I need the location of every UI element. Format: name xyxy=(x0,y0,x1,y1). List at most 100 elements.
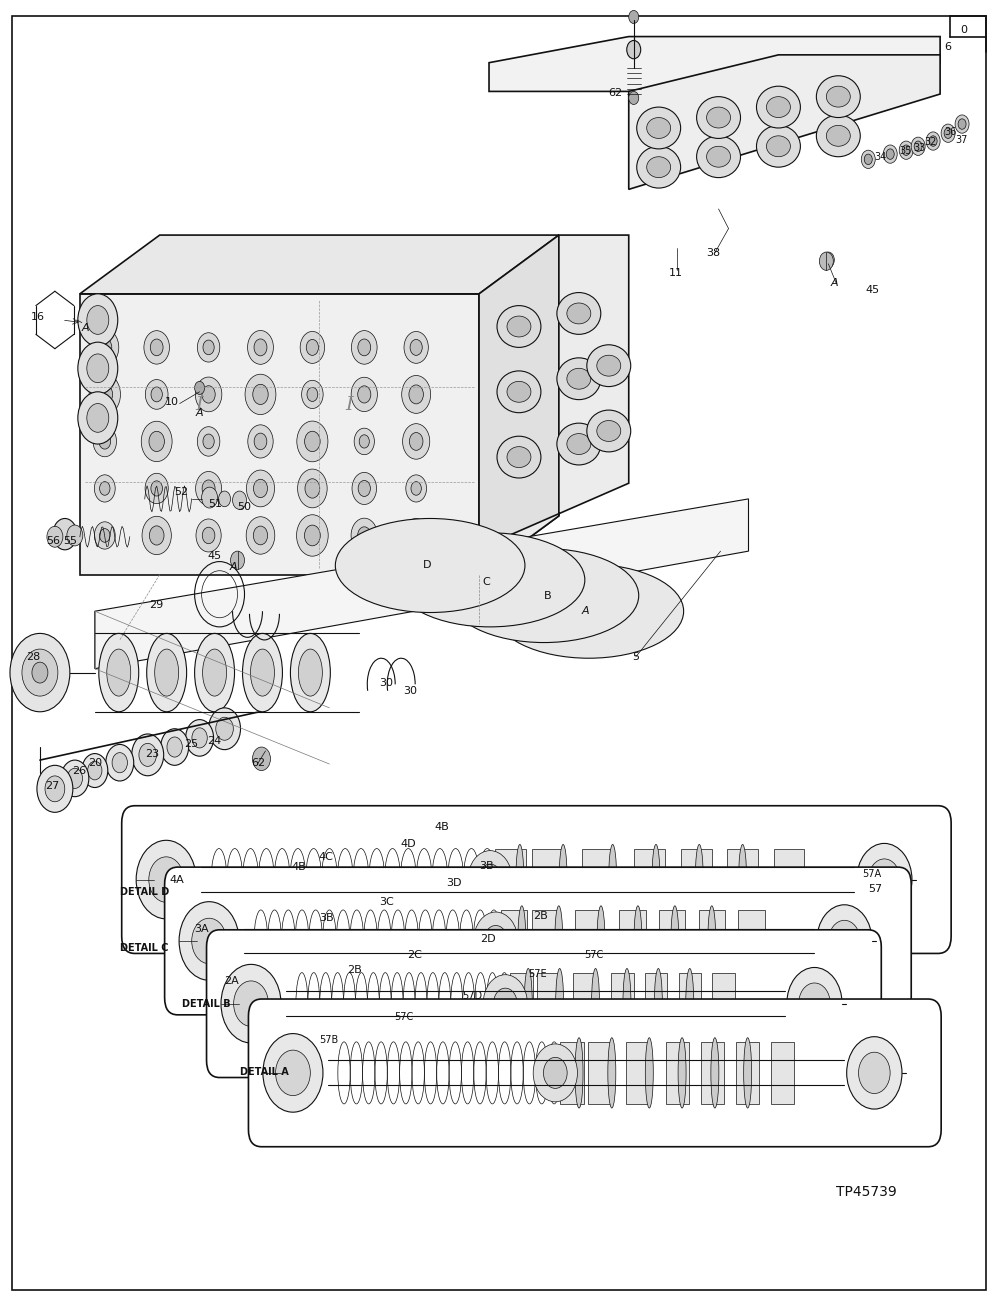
Circle shape xyxy=(100,529,110,542)
Circle shape xyxy=(798,983,830,1024)
Ellipse shape xyxy=(756,125,800,167)
Circle shape xyxy=(139,743,157,767)
Text: A: A xyxy=(830,278,838,289)
Circle shape xyxy=(352,473,376,504)
Circle shape xyxy=(91,329,119,366)
Ellipse shape xyxy=(686,969,694,1038)
Text: 3B: 3B xyxy=(319,913,333,923)
Circle shape xyxy=(357,526,371,545)
Ellipse shape xyxy=(195,633,235,712)
Circle shape xyxy=(98,338,112,357)
Text: 26: 26 xyxy=(72,765,86,776)
Circle shape xyxy=(151,481,163,496)
Circle shape xyxy=(45,776,65,802)
Ellipse shape xyxy=(107,649,131,696)
Circle shape xyxy=(627,40,641,59)
Circle shape xyxy=(410,340,422,355)
Ellipse shape xyxy=(449,549,639,643)
Ellipse shape xyxy=(497,436,541,478)
Circle shape xyxy=(196,471,222,505)
Ellipse shape xyxy=(494,564,684,658)
Circle shape xyxy=(304,525,320,546)
Ellipse shape xyxy=(647,118,671,138)
Bar xyxy=(701,1042,725,1104)
Circle shape xyxy=(99,434,111,449)
Circle shape xyxy=(100,482,110,495)
Text: 62: 62 xyxy=(609,88,623,98)
Circle shape xyxy=(351,518,377,552)
Circle shape xyxy=(142,516,172,555)
Text: 51: 51 xyxy=(209,499,223,509)
Bar xyxy=(773,849,804,910)
Ellipse shape xyxy=(516,845,524,914)
Circle shape xyxy=(246,375,275,414)
Circle shape xyxy=(252,747,270,771)
Ellipse shape xyxy=(335,518,525,613)
Circle shape xyxy=(357,385,371,404)
Text: 62: 62 xyxy=(251,757,265,768)
Circle shape xyxy=(82,754,108,788)
Ellipse shape xyxy=(647,157,671,178)
Circle shape xyxy=(252,384,268,405)
Circle shape xyxy=(914,141,922,151)
Circle shape xyxy=(167,737,183,757)
Ellipse shape xyxy=(395,533,585,627)
Circle shape xyxy=(95,522,115,549)
Circle shape xyxy=(196,377,222,411)
Text: 27: 27 xyxy=(45,781,59,791)
Ellipse shape xyxy=(507,447,531,468)
Circle shape xyxy=(300,332,324,363)
Text: 34: 34 xyxy=(874,151,886,162)
Bar xyxy=(626,1042,650,1104)
Text: 3B: 3B xyxy=(479,861,493,871)
Bar xyxy=(560,1042,584,1104)
Bar xyxy=(739,910,764,972)
Ellipse shape xyxy=(518,906,526,976)
Circle shape xyxy=(406,475,426,502)
Text: 3D: 3D xyxy=(446,878,462,888)
Bar xyxy=(699,910,725,972)
Circle shape xyxy=(856,844,912,916)
Bar xyxy=(582,849,613,910)
Ellipse shape xyxy=(623,969,631,1038)
Text: 24: 24 xyxy=(208,735,222,746)
Circle shape xyxy=(828,921,860,961)
Circle shape xyxy=(307,388,317,401)
Circle shape xyxy=(247,470,274,507)
Circle shape xyxy=(411,482,421,495)
Ellipse shape xyxy=(766,97,790,118)
Ellipse shape xyxy=(634,906,642,976)
Ellipse shape xyxy=(567,434,591,454)
Circle shape xyxy=(253,526,267,545)
Circle shape xyxy=(87,404,109,432)
Text: 56: 56 xyxy=(46,535,60,546)
Circle shape xyxy=(296,515,328,556)
Text: 4C: 4C xyxy=(319,852,333,862)
Text: 35: 35 xyxy=(899,146,911,157)
Polygon shape xyxy=(80,235,559,294)
Ellipse shape xyxy=(587,410,631,452)
Circle shape xyxy=(234,981,268,1027)
Text: 50: 50 xyxy=(238,502,251,512)
Circle shape xyxy=(846,1037,902,1109)
Circle shape xyxy=(484,926,508,956)
Text: 30: 30 xyxy=(379,678,393,688)
Ellipse shape xyxy=(597,906,605,976)
Text: 0: 0 xyxy=(960,25,968,35)
Polygon shape xyxy=(489,37,940,91)
Circle shape xyxy=(941,124,955,142)
Text: 16: 16 xyxy=(31,312,45,323)
Ellipse shape xyxy=(557,423,601,465)
Circle shape xyxy=(89,374,121,415)
Circle shape xyxy=(351,330,377,364)
Ellipse shape xyxy=(697,97,741,138)
Text: 28: 28 xyxy=(26,652,40,662)
Text: 3A: 3A xyxy=(195,923,209,934)
Text: 57A: 57A xyxy=(861,868,881,879)
Circle shape xyxy=(401,375,431,414)
Text: 2B: 2B xyxy=(347,965,361,976)
Text: 38: 38 xyxy=(707,248,721,259)
Circle shape xyxy=(858,1053,890,1093)
Circle shape xyxy=(403,518,429,552)
Polygon shape xyxy=(80,294,479,575)
